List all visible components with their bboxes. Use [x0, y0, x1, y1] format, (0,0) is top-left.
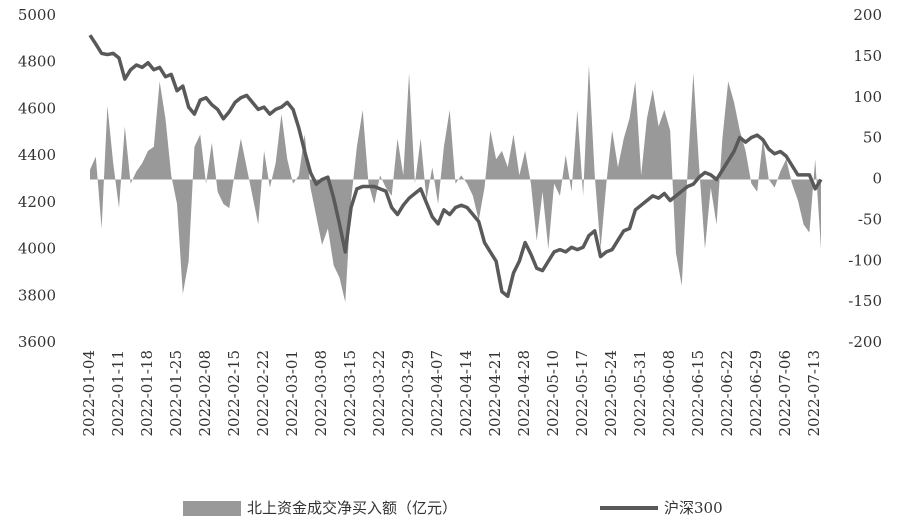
- y-tick-label: 3600: [18, 333, 56, 351]
- x-tick-label: 2022-04-28: [515, 350, 533, 436]
- x-tick-label: 2022-06-08: [660, 350, 678, 436]
- y2-tick-label: 200: [853, 6, 882, 24]
- legend-label: 沪深300: [664, 499, 723, 517]
- y-tick-label: 4800: [18, 53, 56, 71]
- y-tick-label: 3800: [18, 286, 56, 304]
- x-tick-label: 2022-05-17: [573, 350, 591, 436]
- x-tick-label: 2022-01-25: [167, 350, 185, 436]
- legend-swatch: [183, 501, 241, 516]
- x-tick-label: 2022-04-07: [428, 350, 446, 436]
- legend: 北上资金成交净买入额（亿元） 沪深300: [183, 499, 723, 517]
- y2-tick-label: 50: [863, 129, 882, 147]
- x-tick-label: 2022-04-21: [486, 350, 504, 436]
- x-tick-label: 2022-05-24: [602, 350, 620, 436]
- x-tick-label: 2022-03-01: [283, 350, 301, 436]
- y2-tick-label: 100: [853, 88, 882, 106]
- y-tick-label: 4600: [18, 99, 56, 117]
- y2-tick-label: -50: [858, 210, 882, 228]
- y2-tick-label: 150: [853, 47, 882, 65]
- legend-label: 北上资金成交净买入额（亿元）: [247, 499, 457, 517]
- x-tick-label: 2022-06-29: [747, 350, 765, 436]
- x-tick-label: 2022-01-18: [138, 350, 156, 436]
- x-tick-label: 2022-06-22: [718, 350, 736, 436]
- y2-tick-label: -100: [848, 251, 882, 269]
- x-tick-label: 2022-02-15: [225, 350, 243, 436]
- x-tick-label: 2022-02-08: [196, 350, 214, 436]
- x-tick-label: 2022-04-14: [457, 350, 475, 436]
- x-tick-label: 2022-03-08: [312, 350, 330, 436]
- x-tick-label: 2022-03-29: [399, 350, 417, 436]
- y2-tick-label: 0: [872, 170, 882, 188]
- y-tick-label: 4000: [18, 240, 56, 258]
- x-tick-label: 2022-01-04: [80, 350, 98, 436]
- x-tick-label: 2022-07-13: [805, 350, 823, 436]
- x-tick-label: 2022-03-15: [341, 350, 359, 436]
- x-tick-label: 2022-03-22: [370, 350, 388, 436]
- x-tick-label: 2022-05-10: [544, 350, 562, 436]
- y-tick-label: 4200: [18, 193, 56, 211]
- y-tick-label: 5000: [18, 6, 56, 24]
- y-tick-label: 4400: [18, 146, 56, 164]
- line: [88, 34, 823, 299]
- y2-tick-label: -150: [848, 292, 882, 310]
- x-tick-label: 2022-02-22: [254, 350, 272, 436]
- y2-tick-label: -200: [848, 333, 882, 351]
- x-tick-label: 2022-01-11: [109, 350, 127, 436]
- x-tick-label: 2022-05-31: [631, 350, 649, 436]
- x-tick-label: 2022-06-15: [689, 350, 707, 436]
- x-tick-label: 2022-07-06: [776, 350, 794, 436]
- area: [90, 65, 821, 303]
